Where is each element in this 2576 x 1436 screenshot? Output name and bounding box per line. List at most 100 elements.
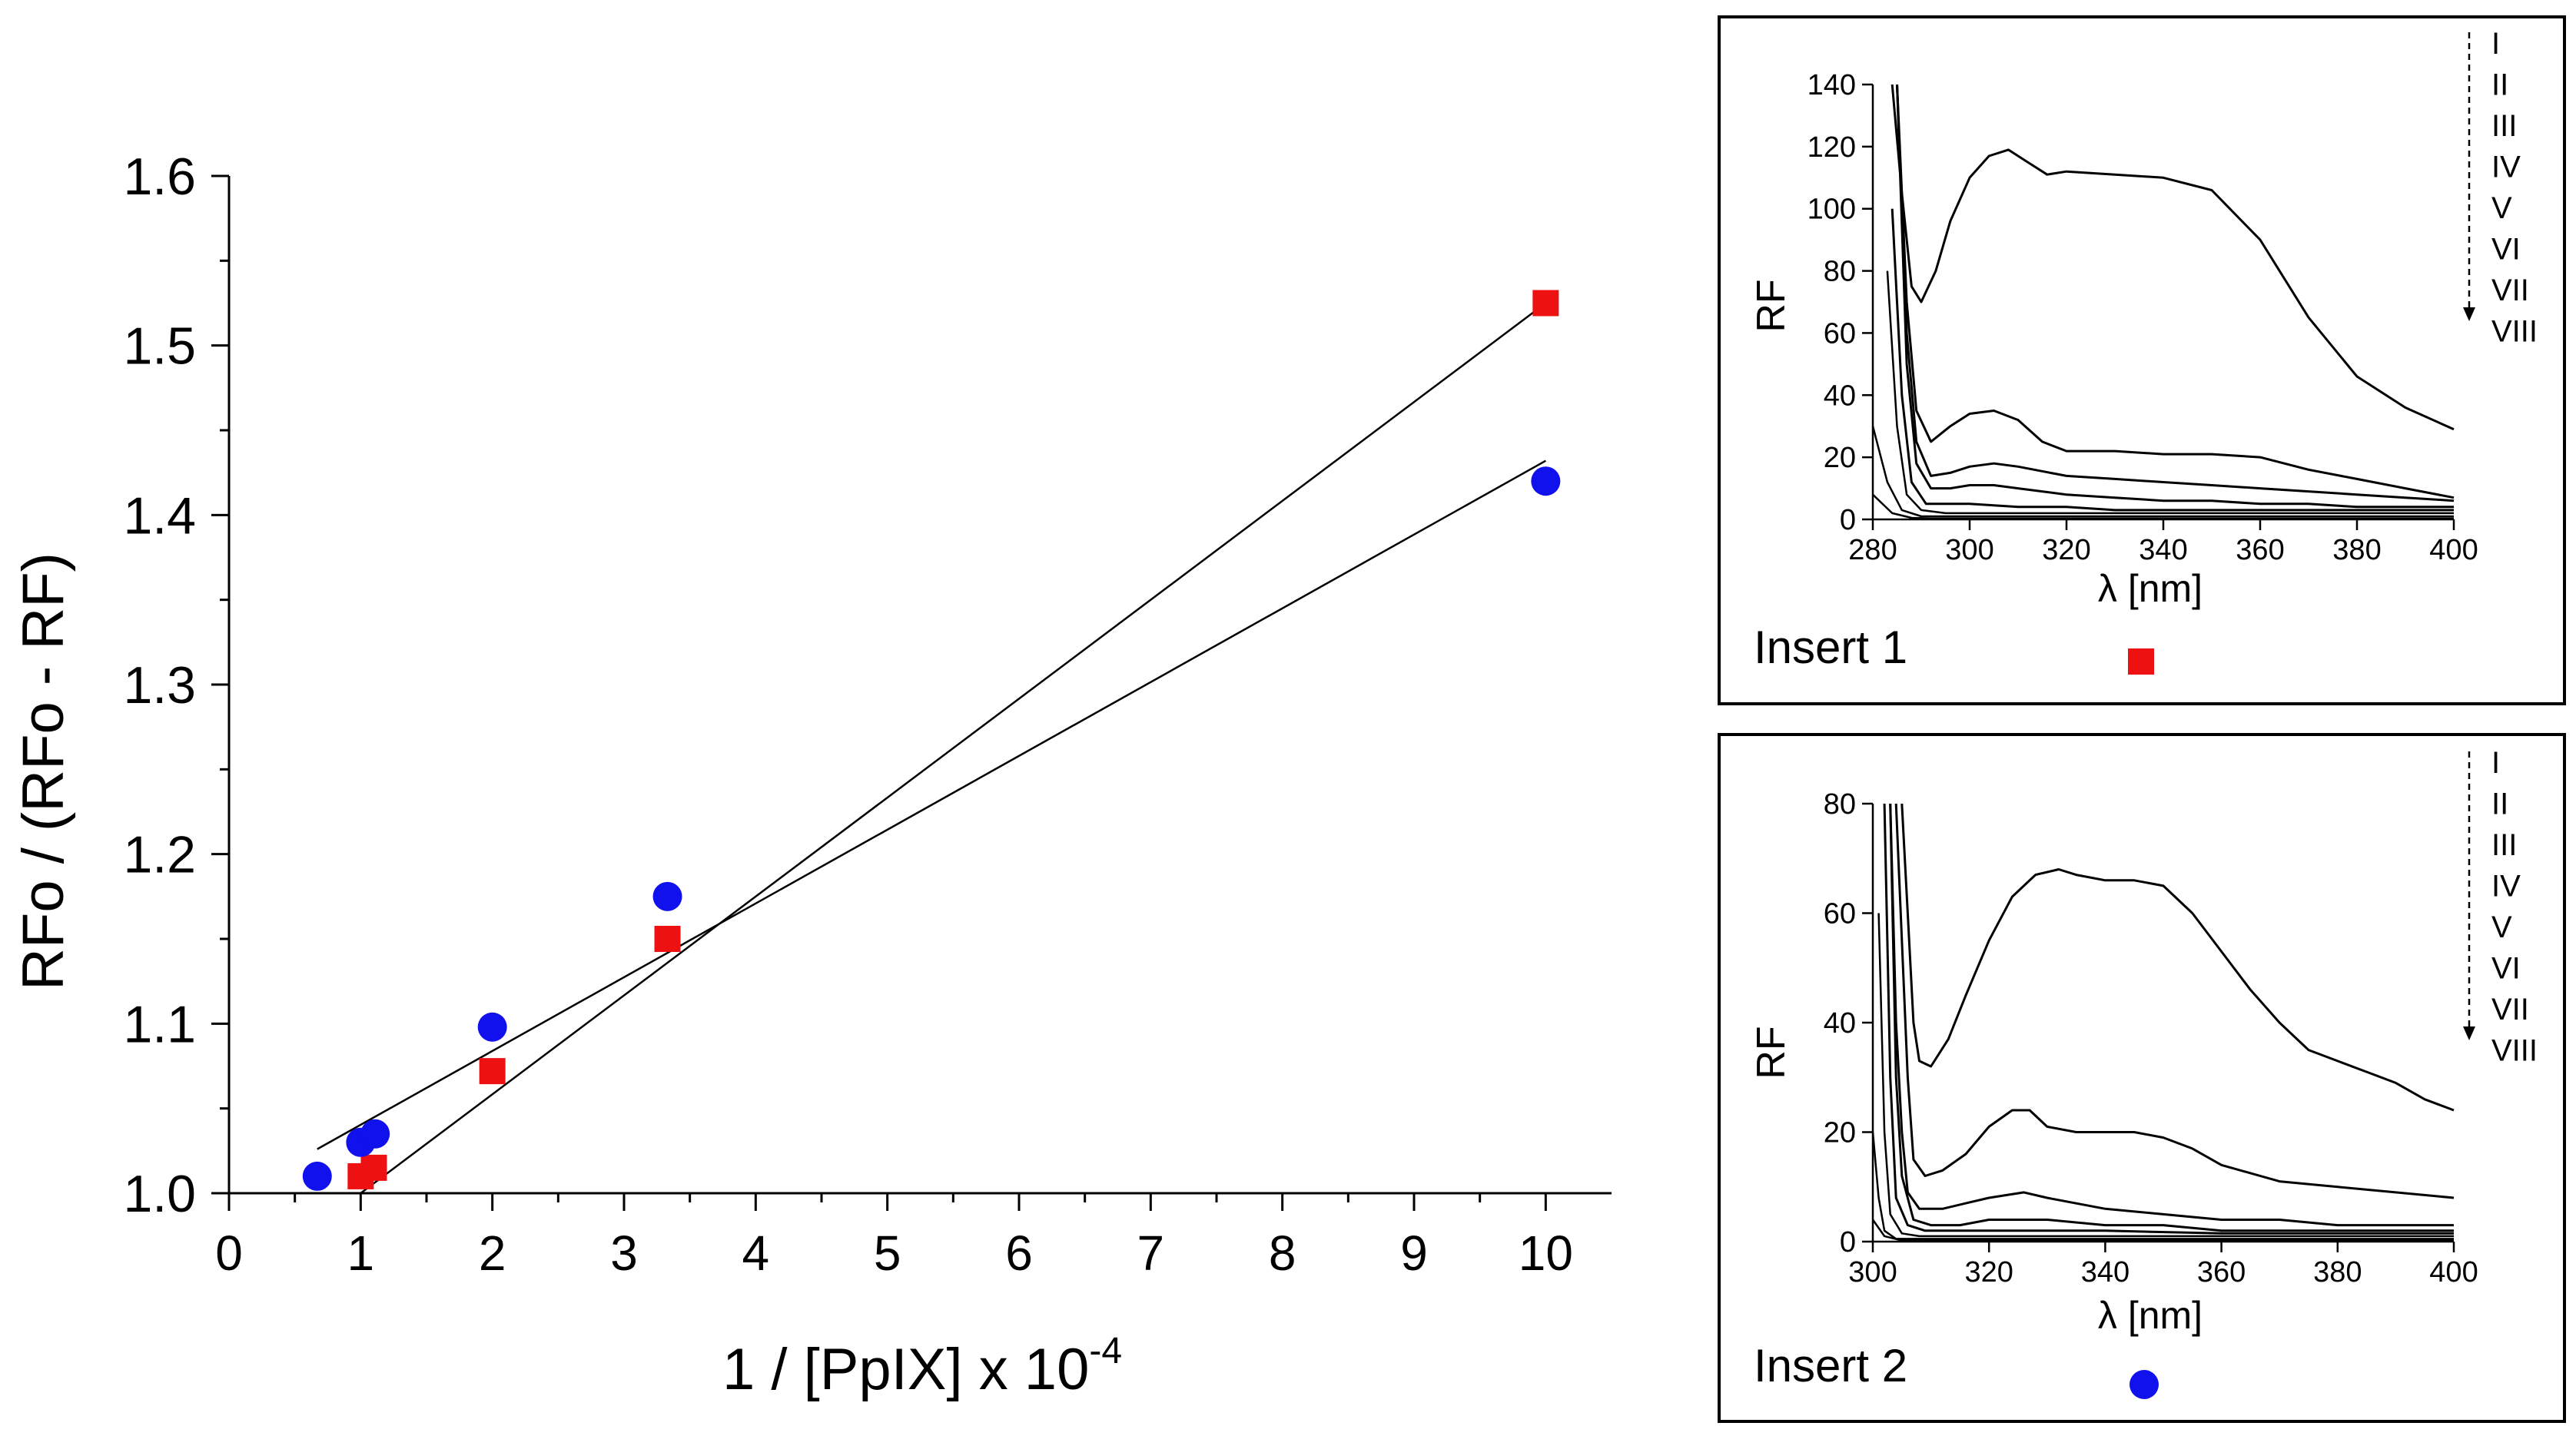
main-square-point (479, 1058, 506, 1085)
main-x-tick-label: 6 (1005, 1225, 1033, 1281)
insert1-legend-label: I (2491, 27, 2500, 61)
insert1-curve (1896, 84, 2455, 502)
insert1-y-tick-label: 140 (1808, 69, 1856, 101)
insert2-curve (1894, 803, 2455, 1199)
insert2-y-tick-label: 40 (1824, 1007, 1856, 1040)
insert2-curve (1900, 803, 2455, 1112)
main-ticks: 0 1 2 3 4 5 6 7 8 9 10 1.0 1.1 1.2 1.3 1.4 1.5 1.6 (123, 148, 1572, 1281)
insert1-chart: 280 300 320 340 360 380 400020406080100120140 … (1718, 15, 2566, 705)
main-y-tick-label: 1.4 (123, 486, 196, 545)
insert2-label: Insert 2 (1754, 1340, 1907, 1391)
insert2-ticks: 300 320 340 360 380 400 0 20 40 60 80 (1824, 788, 2478, 1288)
main-chart: 0 1 2 3 4 5 6 7 8 9 10 1.0 1.1 1.2 1.3 1.4 1.5 1.6 RFo / … (11, 148, 1612, 1402)
main-y-tick-label: 1.3 (123, 656, 196, 715)
main-x-axis-label-text: 1 / [PpIX] x 10 (722, 1337, 1089, 1402)
insert1-legend-label: IV (2491, 151, 2521, 184)
main-data-points (302, 290, 1561, 1191)
insert2-curve (1871, 1219, 2454, 1242)
insert1-y-tick-label: 120 (1808, 131, 1856, 164)
insert2-x-tick-label: 300 (1848, 1256, 1897, 1288)
main-x-tick-label: 7 (1137, 1225, 1165, 1281)
insert2-x-tick-label: 380 (2313, 1256, 2362, 1288)
insert2-legend-label: III (2491, 828, 2517, 862)
main-x-axis-label-exponent: -4 (1089, 1331, 1122, 1371)
insert2-legend-label: VII (2491, 993, 2529, 1026)
insert1-legend-label: VIII (2491, 315, 2538, 349)
insert1-y-axis-label: RF (1749, 279, 1794, 332)
insert2-y-tick-label: 60 (1824, 898, 1856, 930)
insert2-y-tick-label: 20 (1824, 1117, 1856, 1149)
main-fit-lines (317, 302, 1547, 1194)
main-x-tick-label: 3 (610, 1225, 638, 1281)
insert2-legend-label: VIII (2491, 1034, 2538, 1068)
main-x-tick-label: 4 (742, 1225, 770, 1281)
insert1-x-tick-label: 320 (2042, 534, 2090, 566)
insert2-legend-label: IV (2491, 870, 2521, 904)
insert1-y-tick-label: 40 (1824, 380, 1856, 412)
main-x-tick-label: 2 (479, 1225, 506, 1281)
insert1-legend-label: VI (2491, 233, 2521, 267)
insert2-y-tick-label: 0 (1840, 1226, 1856, 1259)
insert1-legend-arrowhead (2463, 307, 2475, 321)
insert1-y-tick-label: 0 (1840, 504, 1856, 536)
insert1-x-tick-label: 400 (2429, 534, 2478, 566)
main-circle-point (360, 1119, 390, 1149)
insert2-legend-label: VI (2491, 952, 2521, 986)
main-x-tick-label: 5 (874, 1225, 901, 1281)
main-x-tick-label: 9 (1400, 1225, 1428, 1281)
insert2-curve (1889, 803, 2454, 1232)
main-y-tick-label: 1.0 (123, 1165, 196, 1223)
insert2-legend-arrowhead (2463, 1026, 2475, 1040)
main-x-tick-label: 10 (1519, 1225, 1573, 1281)
main-circle-point (652, 881, 682, 911)
insert2-x-tick-label: 340 (2081, 1256, 2130, 1288)
insert2-x-tick-label: 400 (2429, 1256, 2478, 1288)
insert1-legend-label: III (2491, 109, 2517, 143)
insert1-y-tick-label: 20 (1824, 442, 1856, 474)
main-circle-point (1531, 466, 1561, 496)
insert2-legend-label: II (2491, 788, 2508, 821)
main-y-tick-label: 1.5 (123, 317, 196, 376)
insert2-x-tick-label: 320 (1964, 1256, 2013, 1288)
main-fit-line (360, 302, 1547, 1194)
insert1-x-tick-label: 340 (2139, 534, 2187, 566)
insert2-y-tick-label: 80 (1824, 788, 1856, 821)
insert1-curve (1886, 270, 2454, 515)
insert1-curve (1872, 493, 2454, 520)
main-square-point (360, 1154, 387, 1181)
insert1-curve (1896, 84, 2455, 499)
insert1-legend-label: V (2491, 191, 2512, 225)
insert1-curve (1871, 426, 2454, 518)
main-square-point (654, 926, 681, 952)
insert2-frame (1718, 733, 2566, 1423)
main-circle-point (477, 1012, 507, 1042)
insert1-marker (2128, 648, 2154, 675)
main-y-tick-label: 1.6 (123, 148, 196, 206)
insert2-legend-label: I (2491, 746, 2500, 780)
insert1-curves (1871, 84, 2455, 520)
insert2-curve (1883, 803, 2454, 1235)
insert2-marker (2130, 1370, 2159, 1399)
insert2-legend-label: V (2491, 910, 2512, 944)
insert1-y-tick-label: 100 (1808, 194, 1856, 226)
insert1-x-axis-label: λ [nm] (2098, 567, 2203, 610)
main-y-tick-label: 1.1 (123, 995, 196, 1053)
insert2-curve (1889, 803, 2454, 1227)
insert2-x-tick-label: 360 (2197, 1256, 2246, 1288)
insert1-x-tick-label: 360 (2236, 534, 2284, 566)
insert2-x-axis-label: λ [nm] (2098, 1294, 2203, 1337)
main-x-axis-label: 1 / [PpIX] x 10-4 (722, 1331, 1122, 1402)
insert1-curve (1891, 208, 2454, 512)
insert1-legend-label: II (2491, 68, 2508, 102)
main-y-tick-label: 1.2 (123, 826, 196, 884)
main-square-point (1532, 290, 1559, 317)
insert1-y-tick-label: 60 (1824, 317, 1856, 350)
insert1-x-tick-label: 300 (1945, 534, 1993, 566)
insert1-x-tick-label: 380 (2332, 534, 2381, 566)
insert2-curve (1877, 913, 2454, 1238)
